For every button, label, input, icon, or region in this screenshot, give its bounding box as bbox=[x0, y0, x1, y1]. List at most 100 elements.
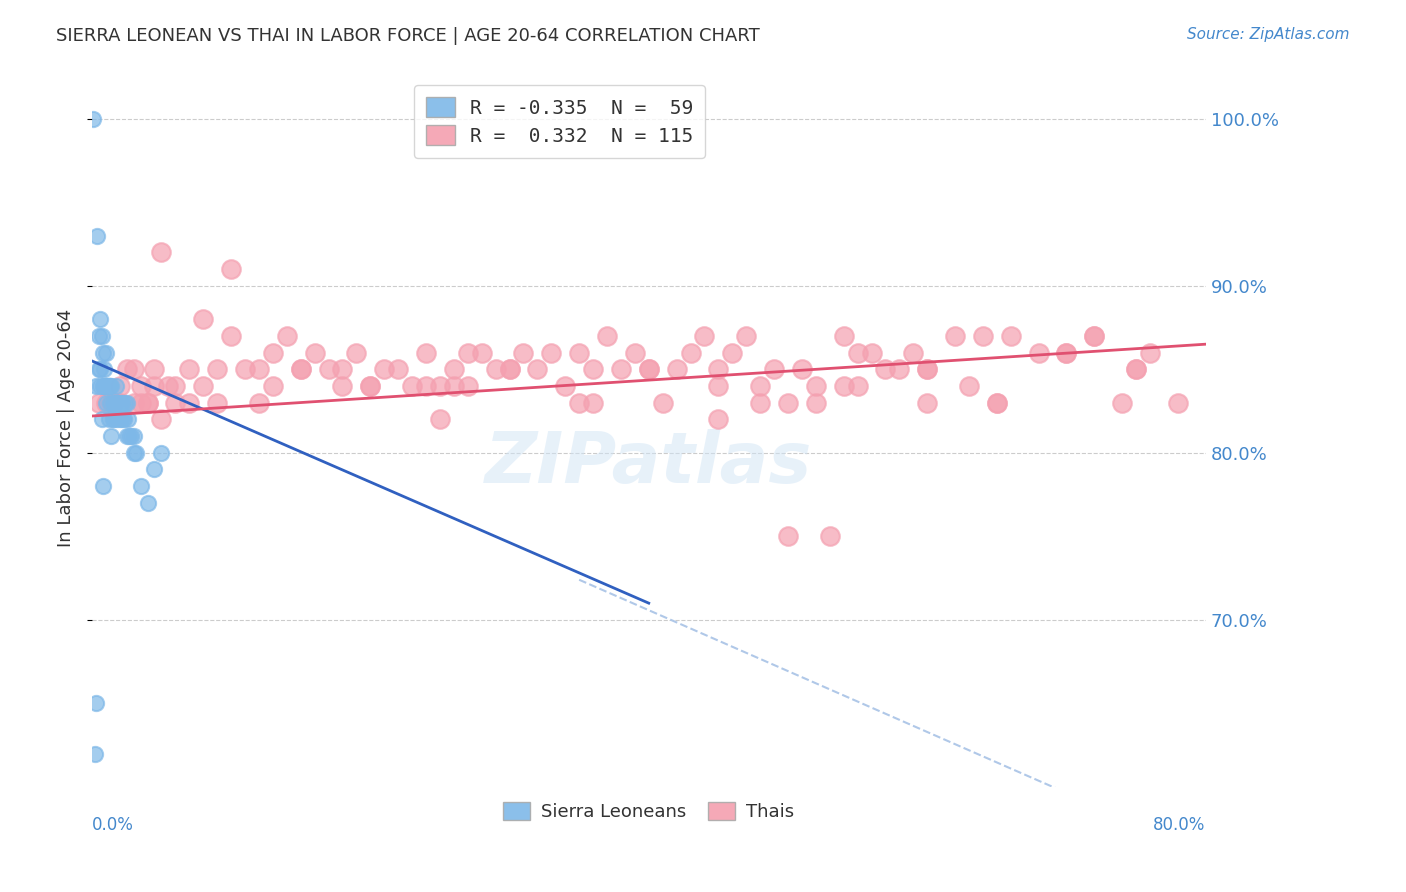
Point bbox=[276, 328, 298, 343]
Point bbox=[972, 328, 994, 343]
Point bbox=[108, 412, 131, 426]
Point bbox=[860, 345, 883, 359]
Point bbox=[94, 395, 117, 409]
Point bbox=[429, 412, 451, 426]
Point bbox=[108, 395, 131, 409]
Point bbox=[749, 395, 772, 409]
Point bbox=[749, 379, 772, 393]
Point bbox=[344, 345, 367, 359]
Point bbox=[136, 395, 159, 409]
Point bbox=[986, 395, 1008, 409]
Point bbox=[165, 395, 187, 409]
Point bbox=[526, 362, 548, 376]
Point bbox=[96, 379, 118, 393]
Text: Source: ZipAtlas.com: Source: ZipAtlas.com bbox=[1187, 27, 1350, 42]
Point bbox=[143, 379, 166, 393]
Point bbox=[637, 362, 659, 376]
Point bbox=[103, 412, 125, 426]
Point bbox=[86, 228, 108, 243]
Point bbox=[136, 496, 159, 510]
Point bbox=[707, 362, 730, 376]
Point bbox=[651, 395, 673, 409]
Point bbox=[1083, 328, 1105, 343]
Point bbox=[193, 312, 215, 326]
Point bbox=[90, 328, 112, 343]
Point bbox=[1125, 362, 1147, 376]
Point bbox=[665, 362, 688, 376]
Point bbox=[415, 379, 437, 393]
Point bbox=[359, 379, 381, 393]
Point bbox=[97, 379, 120, 393]
Point bbox=[100, 379, 122, 393]
Point bbox=[94, 395, 117, 409]
Point bbox=[846, 345, 869, 359]
Point bbox=[150, 446, 173, 460]
Point bbox=[122, 362, 145, 376]
Point bbox=[94, 379, 117, 393]
Point bbox=[122, 395, 145, 409]
Point bbox=[1000, 328, 1022, 343]
Point bbox=[111, 412, 134, 426]
Point bbox=[568, 345, 591, 359]
Point bbox=[957, 379, 980, 393]
Point bbox=[401, 379, 423, 393]
Point bbox=[143, 462, 166, 476]
Text: ZIPatlas: ZIPatlas bbox=[485, 429, 813, 498]
Point bbox=[1083, 328, 1105, 343]
Point bbox=[179, 395, 201, 409]
Text: 80.0%: 80.0% bbox=[1153, 815, 1206, 834]
Point bbox=[120, 429, 142, 443]
Point bbox=[804, 395, 827, 409]
Point bbox=[115, 395, 138, 409]
Point bbox=[82, 112, 104, 126]
Point bbox=[832, 379, 855, 393]
Point bbox=[98, 379, 121, 393]
Point bbox=[84, 379, 107, 393]
Point bbox=[93, 379, 115, 393]
Point bbox=[90, 412, 112, 426]
Point bbox=[205, 395, 228, 409]
Point bbox=[101, 395, 124, 409]
Point bbox=[763, 362, 786, 376]
Point bbox=[304, 345, 326, 359]
Point bbox=[89, 379, 111, 393]
Point bbox=[290, 362, 312, 376]
Point bbox=[89, 362, 111, 376]
Point bbox=[373, 362, 395, 376]
Point bbox=[87, 328, 110, 343]
Point bbox=[1028, 345, 1050, 359]
Point bbox=[443, 362, 465, 376]
Point bbox=[122, 446, 145, 460]
Point bbox=[125, 446, 148, 460]
Point bbox=[915, 362, 938, 376]
Point bbox=[790, 362, 813, 376]
Point bbox=[105, 395, 128, 409]
Point bbox=[94, 345, 117, 359]
Point bbox=[359, 379, 381, 393]
Point bbox=[776, 395, 799, 409]
Point bbox=[205, 362, 228, 376]
Point bbox=[97, 379, 120, 393]
Point bbox=[915, 362, 938, 376]
Point bbox=[568, 395, 591, 409]
Text: SIERRA LEONEAN VS THAI IN LABOR FORCE | AGE 20-64 CORRELATION CHART: SIERRA LEONEAN VS THAI IN LABOR FORCE | … bbox=[56, 27, 761, 45]
Point bbox=[129, 379, 152, 393]
Point bbox=[262, 345, 284, 359]
Point bbox=[832, 328, 855, 343]
Y-axis label: In Labor Force | Age 20-64: In Labor Force | Age 20-64 bbox=[58, 309, 75, 547]
Point bbox=[179, 362, 201, 376]
Point bbox=[582, 395, 605, 409]
Point bbox=[104, 379, 127, 393]
Point bbox=[129, 479, 152, 493]
Point bbox=[129, 395, 152, 409]
Point bbox=[1139, 345, 1161, 359]
Point bbox=[540, 345, 562, 359]
Point bbox=[118, 429, 141, 443]
Point bbox=[484, 362, 506, 376]
Point bbox=[143, 362, 166, 376]
Point bbox=[290, 362, 312, 376]
Point bbox=[98, 395, 121, 409]
Point bbox=[498, 362, 520, 376]
Point bbox=[443, 379, 465, 393]
Legend: Sierra Leoneans, Thais: Sierra Leoneans, Thais bbox=[496, 795, 801, 828]
